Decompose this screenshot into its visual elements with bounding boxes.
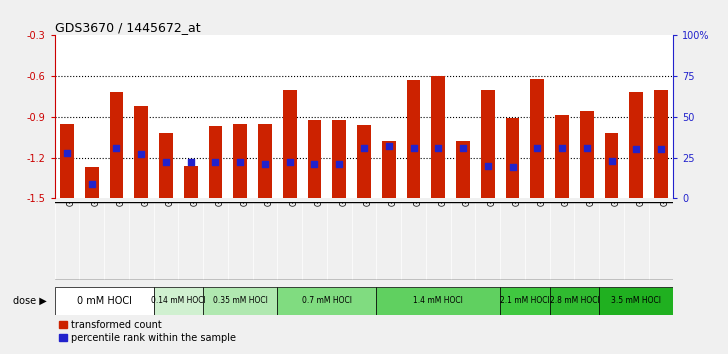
Bar bbox=[456, 141, 470, 198]
Point bbox=[309, 161, 320, 167]
Text: GSM387649: GSM387649 bbox=[265, 159, 274, 206]
Bar bbox=[85, 167, 98, 198]
Point bbox=[284, 160, 296, 165]
Point bbox=[86, 181, 98, 187]
Text: 3.5 mM HOCl: 3.5 mM HOCl bbox=[612, 296, 661, 306]
Point bbox=[606, 158, 617, 164]
Text: 0.35 mM HOCl: 0.35 mM HOCl bbox=[213, 296, 268, 306]
FancyBboxPatch shape bbox=[154, 287, 203, 315]
Point bbox=[160, 160, 172, 165]
Bar bbox=[209, 126, 222, 198]
Text: GSM387701: GSM387701 bbox=[463, 159, 472, 206]
Bar bbox=[531, 79, 544, 198]
Text: GSM387601: GSM387601 bbox=[67, 159, 76, 206]
Point bbox=[259, 161, 271, 167]
Text: 0.14 mM HOCl: 0.14 mM HOCl bbox=[151, 296, 206, 306]
Point bbox=[358, 145, 370, 150]
Bar bbox=[184, 166, 197, 198]
FancyBboxPatch shape bbox=[203, 287, 277, 315]
Bar bbox=[60, 124, 74, 198]
Point bbox=[531, 145, 543, 150]
Bar bbox=[234, 124, 247, 198]
Bar bbox=[481, 90, 494, 198]
FancyBboxPatch shape bbox=[376, 287, 500, 315]
Bar bbox=[258, 124, 272, 198]
FancyBboxPatch shape bbox=[550, 287, 599, 315]
Text: GSM387602: GSM387602 bbox=[92, 159, 100, 206]
Point bbox=[234, 160, 246, 165]
Bar bbox=[135, 106, 148, 198]
Point bbox=[61, 150, 73, 155]
Bar bbox=[382, 141, 395, 198]
Text: GSM387713: GSM387713 bbox=[537, 159, 546, 206]
Text: GSM387648: GSM387648 bbox=[240, 159, 249, 206]
Text: GSM387703: GSM387703 bbox=[513, 159, 521, 206]
Text: 0.7 mM HOCl: 0.7 mM HOCl bbox=[302, 296, 352, 306]
Text: GSM387676: GSM387676 bbox=[290, 159, 298, 206]
Text: GSM387678: GSM387678 bbox=[339, 159, 348, 206]
Bar bbox=[580, 112, 593, 198]
Point bbox=[383, 143, 395, 149]
FancyBboxPatch shape bbox=[55, 287, 154, 315]
Text: GSM387605: GSM387605 bbox=[116, 159, 125, 206]
Point bbox=[630, 147, 642, 152]
FancyBboxPatch shape bbox=[599, 287, 673, 315]
Bar bbox=[110, 92, 123, 198]
Text: 2.8 mM HOCl: 2.8 mM HOCl bbox=[550, 296, 599, 306]
Point bbox=[581, 145, 593, 150]
Bar bbox=[506, 118, 519, 198]
Point bbox=[457, 145, 469, 150]
Text: GSM387699: GSM387699 bbox=[414, 159, 422, 206]
Point bbox=[432, 145, 444, 150]
Bar bbox=[283, 90, 296, 198]
Text: GSM387647: GSM387647 bbox=[215, 159, 224, 206]
Point bbox=[507, 165, 518, 170]
Text: 2.1 mM HOCl: 2.1 mM HOCl bbox=[500, 296, 550, 306]
Bar bbox=[407, 80, 420, 198]
Point bbox=[655, 147, 667, 152]
Bar bbox=[555, 115, 569, 198]
Text: GSM387750: GSM387750 bbox=[612, 159, 620, 206]
Bar bbox=[308, 120, 321, 198]
Text: GSM387751: GSM387751 bbox=[636, 159, 645, 206]
Text: 0 mM HOCl: 0 mM HOCl bbox=[76, 296, 132, 306]
Bar bbox=[432, 76, 445, 198]
Point bbox=[185, 160, 197, 165]
Text: GSM387645: GSM387645 bbox=[166, 159, 175, 206]
Bar bbox=[654, 90, 668, 198]
Bar bbox=[357, 125, 371, 198]
Text: GSM387679: GSM387679 bbox=[364, 159, 373, 206]
Text: GSM387702: GSM387702 bbox=[488, 159, 496, 206]
Bar bbox=[630, 92, 643, 198]
Text: GSM387698: GSM387698 bbox=[389, 159, 397, 206]
FancyBboxPatch shape bbox=[500, 287, 550, 315]
Point bbox=[135, 152, 147, 157]
Text: GSM387646: GSM387646 bbox=[191, 159, 199, 206]
Point bbox=[333, 161, 345, 167]
Point bbox=[210, 160, 221, 165]
Text: GDS3670 / 1445672_at: GDS3670 / 1445672_at bbox=[55, 21, 200, 34]
Point bbox=[556, 145, 568, 150]
Text: GSM387716: GSM387716 bbox=[587, 159, 596, 206]
Text: GSM387677: GSM387677 bbox=[314, 159, 323, 206]
Bar bbox=[159, 133, 173, 198]
Text: GSM387752: GSM387752 bbox=[661, 159, 670, 206]
Point bbox=[408, 145, 419, 150]
Bar bbox=[333, 120, 346, 198]
FancyBboxPatch shape bbox=[277, 287, 376, 315]
Point bbox=[111, 145, 122, 150]
Text: dose ▶: dose ▶ bbox=[12, 296, 47, 306]
Text: GSM387700: GSM387700 bbox=[438, 159, 447, 206]
Text: 1.4 mM HOCl: 1.4 mM HOCl bbox=[414, 296, 463, 306]
Legend: transformed count, percentile rank within the sample: transformed count, percentile rank withi… bbox=[60, 320, 236, 343]
Point bbox=[482, 163, 494, 169]
Bar bbox=[605, 133, 618, 198]
Text: GSM387714: GSM387714 bbox=[562, 159, 571, 206]
Text: GSM387606: GSM387606 bbox=[141, 159, 150, 206]
